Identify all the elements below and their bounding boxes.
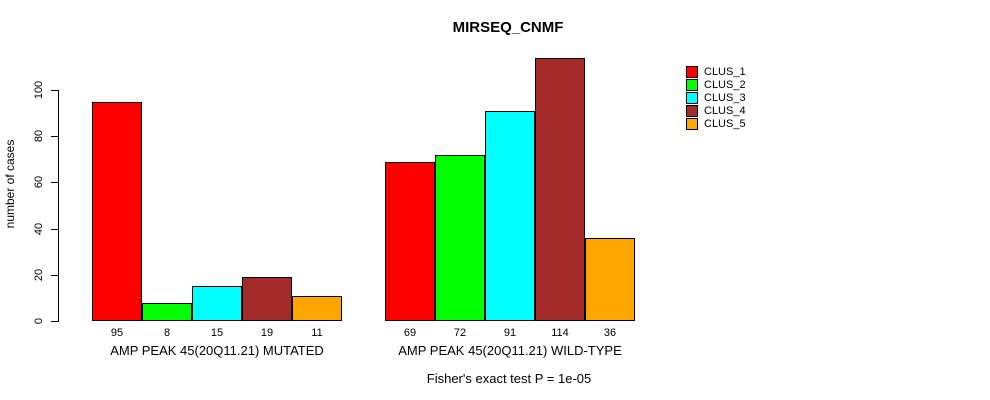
bar-clus_3-group1: [192, 286, 242, 321]
legend-label: CLUS_4: [704, 104, 746, 117]
y-tick-label: 60: [33, 176, 45, 189]
bar-value-label: 11: [311, 327, 323, 339]
bar-clus_4-group2: [535, 57, 585, 321]
bar-value-label: 15: [210, 327, 224, 339]
bar-clus_2-group2: [435, 154, 485, 321]
bar-value-label: 91: [503, 327, 517, 339]
legend-label: CLUS_2: [704, 78, 746, 91]
y-tick-label: 80: [33, 130, 45, 143]
fisher-test-annotation: Fisher's exact test P = 1e-05: [426, 371, 592, 386]
legend-row: CLUS_5: [686, 117, 746, 130]
bar-clus_1-group1: [92, 101, 142, 321]
y-tick-mark: [51, 228, 58, 230]
y-tick-mark: [51, 274, 58, 276]
chart-title: MIRSEQ_CNMF: [452, 19, 564, 36]
y-tick-mark: [51, 90, 58, 91]
bar-value-label: 95: [110, 327, 124, 339]
legend-swatch-clus_5: [686, 117, 698, 130]
bar-clus_5-group2: [585, 237, 635, 321]
legend-row: CLUS_4: [686, 104, 746, 117]
bar-clus_1-group2: [385, 161, 435, 321]
bar-value-label: 114: [551, 327, 569, 339]
y-axis-line: [58, 90, 59, 322]
legend-swatch-clus_1: [686, 65, 698, 78]
bar-clus_5-group1: [292, 295, 342, 321]
x-axis-category-label: AMP PEAK 45(20Q11.21) WILD-TYPE: [398, 343, 622, 358]
legend-row: CLUS_3: [686, 91, 746, 104]
y-tick-mark: [51, 321, 58, 322]
x-axis-category-label: AMP PEAK 45(20Q11.21) MUTATED: [110, 343, 324, 358]
y-tick-mark: [51, 136, 58, 138]
legend-row: CLUS_1: [686, 65, 746, 78]
legend-label: CLUS_1: [704, 65, 746, 78]
legend-swatch-clus_4: [686, 104, 698, 117]
bar-value-label: 72: [453, 327, 467, 339]
bar-clus_2-group1: [142, 302, 192, 321]
bar-value-label: 8: [163, 327, 171, 339]
bar-value-label: 69: [403, 327, 417, 339]
bar-value-label: 19: [260, 327, 274, 339]
y-tick-label: 20: [33, 268, 45, 281]
bar-value-label: 36: [603, 327, 617, 339]
legend: CLUS_1 CLUS_2 CLUS_3 CLUS_4 CLUS_5: [686, 65, 746, 130]
y-tick-label: 100: [33, 80, 45, 100]
y-tick-label: 0: [33, 317, 45, 325]
legend-swatch-clus_3: [686, 91, 698, 104]
y-tick-label: 40: [33, 222, 45, 235]
legend-label: CLUS_3: [704, 91, 746, 104]
bar-clus_4-group1: [242, 277, 292, 321]
legend-swatch-clus_2: [686, 78, 698, 91]
y-axis-label: number of cases: [3, 139, 17, 229]
legend-label: CLUS_5: [704, 117, 746, 130]
y-tick-mark: [51, 182, 58, 184]
bar-clus_3-group2: [485, 110, 535, 321]
legend-row: CLUS_2: [686, 78, 746, 91]
